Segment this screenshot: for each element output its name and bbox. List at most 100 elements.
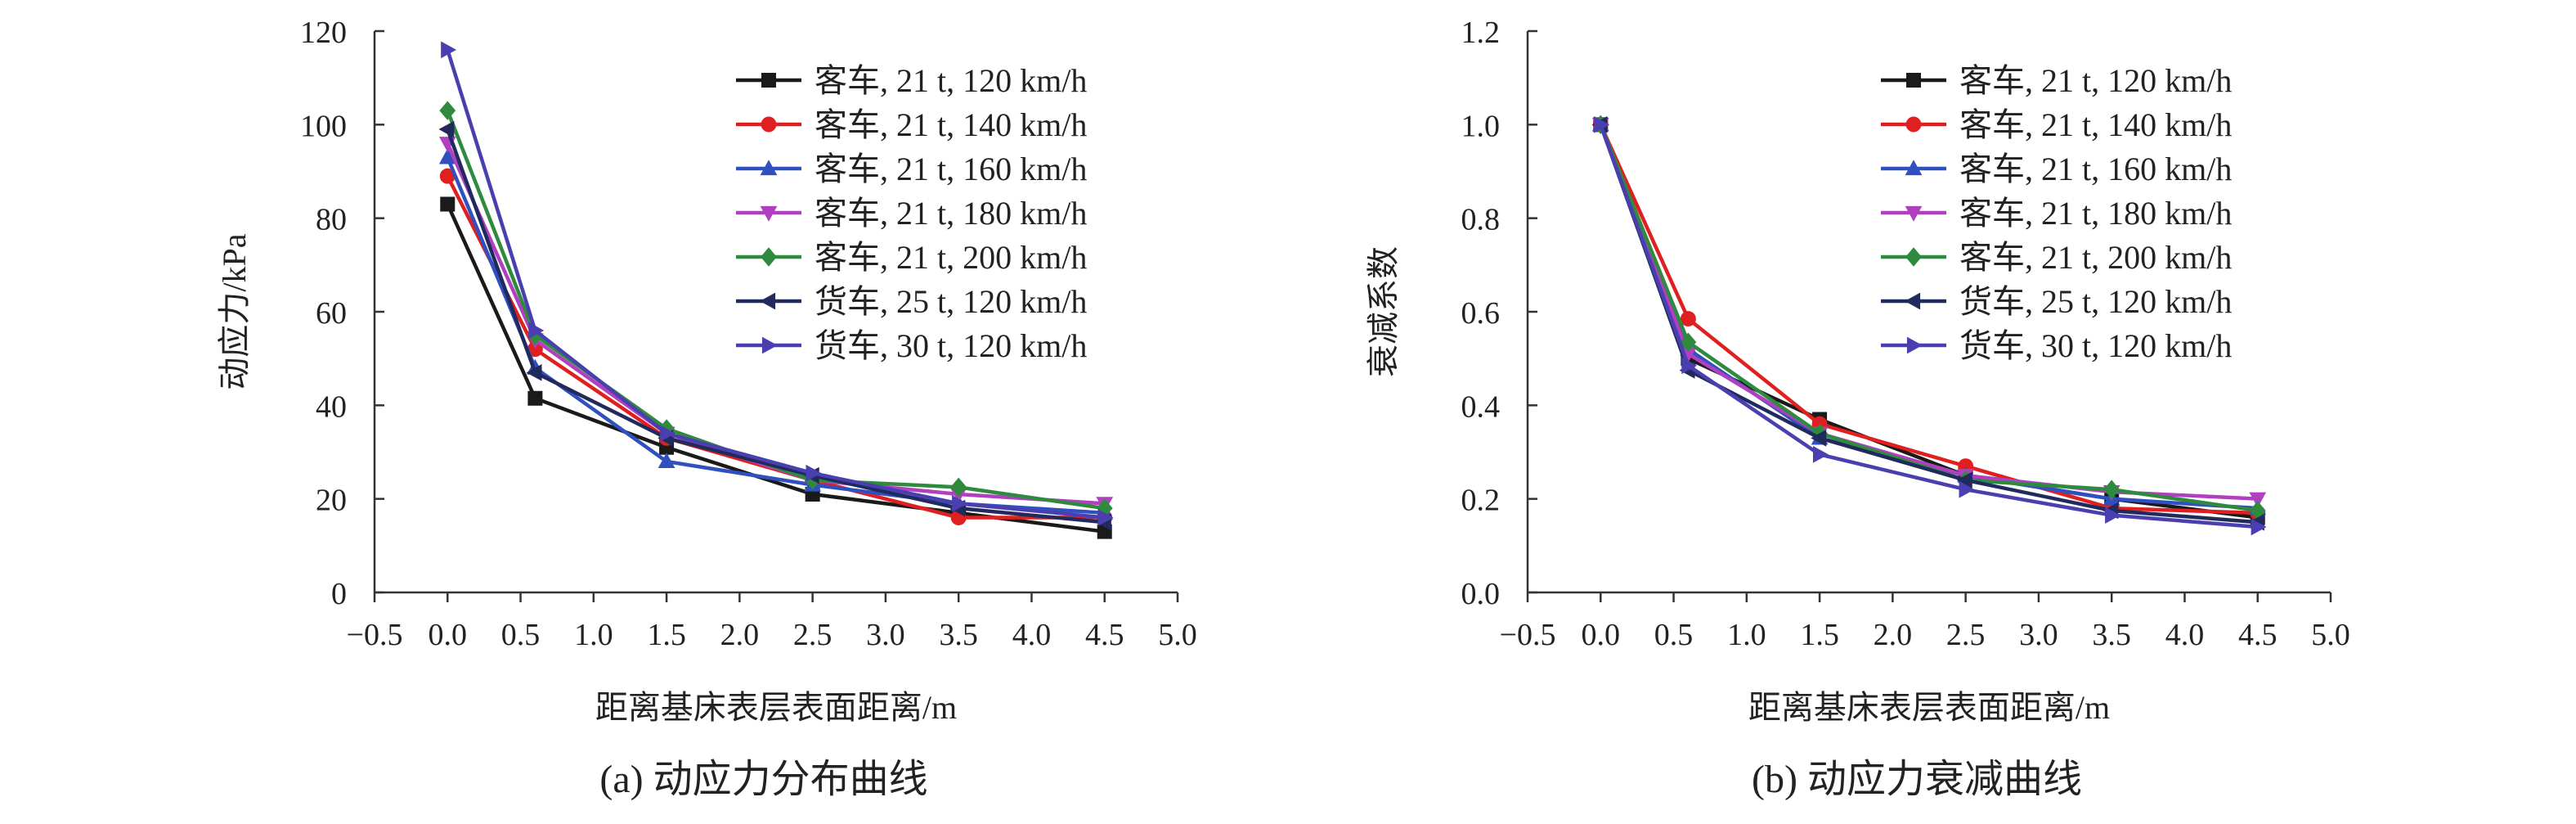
legend-label: 客车, 21 t, 180 km/h xyxy=(1959,195,2232,232)
series-line xyxy=(446,49,1105,520)
y-tick-label: 40 xyxy=(316,389,347,424)
legend-marker xyxy=(761,116,777,133)
legend-marker xyxy=(760,160,778,176)
legend-marker xyxy=(761,73,776,88)
x-tick-label: 1.0 xyxy=(574,618,613,652)
data-point xyxy=(1956,471,1972,489)
panel-caption: (b) 动应力衰减曲线 xyxy=(1752,758,2082,801)
y-tick-label: 0.4 xyxy=(1461,389,1501,424)
legend-marker xyxy=(760,205,778,222)
y-tick-label: 100 xyxy=(300,109,347,143)
x-tick-label: 0.5 xyxy=(1654,618,1694,652)
data-point xyxy=(438,148,456,164)
legend-marker xyxy=(1906,73,1921,88)
legend-label: 客车, 21 t, 200 km/h xyxy=(815,239,1087,276)
legend-marker xyxy=(1905,247,1922,267)
series-7 xyxy=(1594,115,2267,536)
legend-label: 客车, 21 t, 140 km/h xyxy=(1959,106,2232,143)
legend-label: 客车, 21 t, 180 km/h xyxy=(815,195,1087,232)
x-tick-label: 1.5 xyxy=(1800,618,1839,652)
x-tick-label: 3.5 xyxy=(2092,618,2131,652)
data-point xyxy=(952,495,967,512)
legend-label: 客车, 21 t, 120 km/h xyxy=(815,62,1087,99)
legend: 客车, 21 t, 120 km/h 客车, 21 t, 140 km/h 客车, … xyxy=(736,62,1087,364)
y-axis-label: 动应力/kPa xyxy=(216,233,253,389)
y-tick-label: 1.0 xyxy=(1461,109,1501,143)
x-tick-label: 1.0 xyxy=(1727,618,1766,652)
data-point xyxy=(2249,492,2267,508)
legend-marker xyxy=(761,336,778,354)
y-tick-label: 1.2 xyxy=(1461,16,1501,50)
y-tick-label: 0 xyxy=(331,577,347,611)
legend-marker xyxy=(760,292,776,310)
legend-marker xyxy=(761,247,777,267)
y-tick-label: 60 xyxy=(316,296,347,331)
data-point xyxy=(527,341,543,358)
data-point xyxy=(2105,507,2120,525)
data-point xyxy=(2251,518,2267,536)
x-tick-label: 2.0 xyxy=(720,618,760,652)
y-tick-label: 0.8 xyxy=(1461,203,1501,237)
data-point xyxy=(657,453,675,469)
series-line xyxy=(446,128,1105,525)
y-tick-label: 80 xyxy=(316,203,347,237)
x-tick-label: −0.5 xyxy=(1500,618,1556,652)
x-tick-label: 4.5 xyxy=(1085,618,1124,652)
legend-label: 客车, 21 t, 160 km/h xyxy=(815,151,1087,187)
data-point xyxy=(1680,332,1697,352)
legend-label: 客车, 21 t, 120 km/h xyxy=(1959,62,2232,99)
x-tick-label: −0.5 xyxy=(347,618,403,652)
data-point xyxy=(1812,446,1829,463)
legend-label: 货车, 30 t, 120 km/h xyxy=(1959,327,2232,364)
data-point xyxy=(1959,480,1975,498)
x-tick-label: 4.0 xyxy=(1012,618,1052,652)
x-tick-label: 0.5 xyxy=(501,618,541,652)
x-tick-label: 2.5 xyxy=(1946,618,1986,652)
data-point xyxy=(438,120,455,138)
panel-b-dynamic-stress-attenuation: −0.5 0.0 0.5 1.0 1.5 2.0 2.5 3.0 3.5 4.0 4.5 5.0 0.0… xyxy=(1365,16,2350,801)
x-tick-label: 2.5 xyxy=(793,618,832,652)
series-7 xyxy=(441,41,1114,526)
data-point xyxy=(950,477,967,498)
legend-label: 客车, 21 t, 200 km/h xyxy=(1959,239,2232,276)
series-line xyxy=(1599,124,2258,516)
x-tick-label: 0.0 xyxy=(1582,618,1621,652)
x-tick-label: 1.5 xyxy=(647,618,686,652)
legend-label: 客车, 21 t, 140 km/h xyxy=(815,106,1087,143)
legend-marker xyxy=(1905,292,1921,310)
data-point xyxy=(1811,430,1827,447)
data-point xyxy=(806,464,822,482)
x-tick-label: 3.0 xyxy=(866,618,905,652)
data-point xyxy=(439,101,456,120)
legend-marker xyxy=(1905,116,1922,133)
legend-marker xyxy=(1905,205,1923,222)
legend-marker xyxy=(1905,160,1923,176)
y-tick-label: 0.0 xyxy=(1461,577,1501,611)
panel-a-dynamic-stress-distribution: −0.5 0.0 0.5 1.0 1.5 2.0 2.5 3.0 3.5 4.0 4.5 5.0 0 20… xyxy=(216,16,1197,801)
data-point xyxy=(441,41,457,59)
y-axis-label: 衰减系数 xyxy=(1365,246,1402,377)
legend: 客车, 21 t, 120 km/h 客车, 21 t, 140 km/h 客车, … xyxy=(1881,62,2232,364)
data-point xyxy=(1594,115,1610,133)
y-tick-label: 20 xyxy=(316,484,347,518)
panel-caption: (a) 动应力分布曲线 xyxy=(599,758,927,801)
series-line xyxy=(1599,124,2258,529)
data-point xyxy=(659,425,675,442)
data-point xyxy=(440,196,456,212)
x-tick-label: 4.5 xyxy=(2238,618,2278,652)
series-line xyxy=(446,175,1105,520)
legend-label: 货车, 25 t, 120 km/h xyxy=(1959,283,2232,320)
data-point xyxy=(1097,509,1114,526)
data-point xyxy=(2103,480,2120,499)
data-point xyxy=(1681,357,1698,375)
x-tick-label: 0.0 xyxy=(429,618,468,652)
x-tick-label: 5.0 xyxy=(1158,618,1197,652)
data-point xyxy=(1680,311,1696,327)
x-tick-label: 2.0 xyxy=(1874,618,1913,652)
data-point xyxy=(2249,501,2266,520)
series-line xyxy=(1599,124,2259,513)
x-axis-label: 距离基床表层表面距离/m xyxy=(595,689,957,726)
data-point xyxy=(439,168,456,184)
x-tick-label: 3.0 xyxy=(2019,618,2058,652)
x-axis-label: 距离基床表层表面距离/m xyxy=(1748,689,2110,726)
